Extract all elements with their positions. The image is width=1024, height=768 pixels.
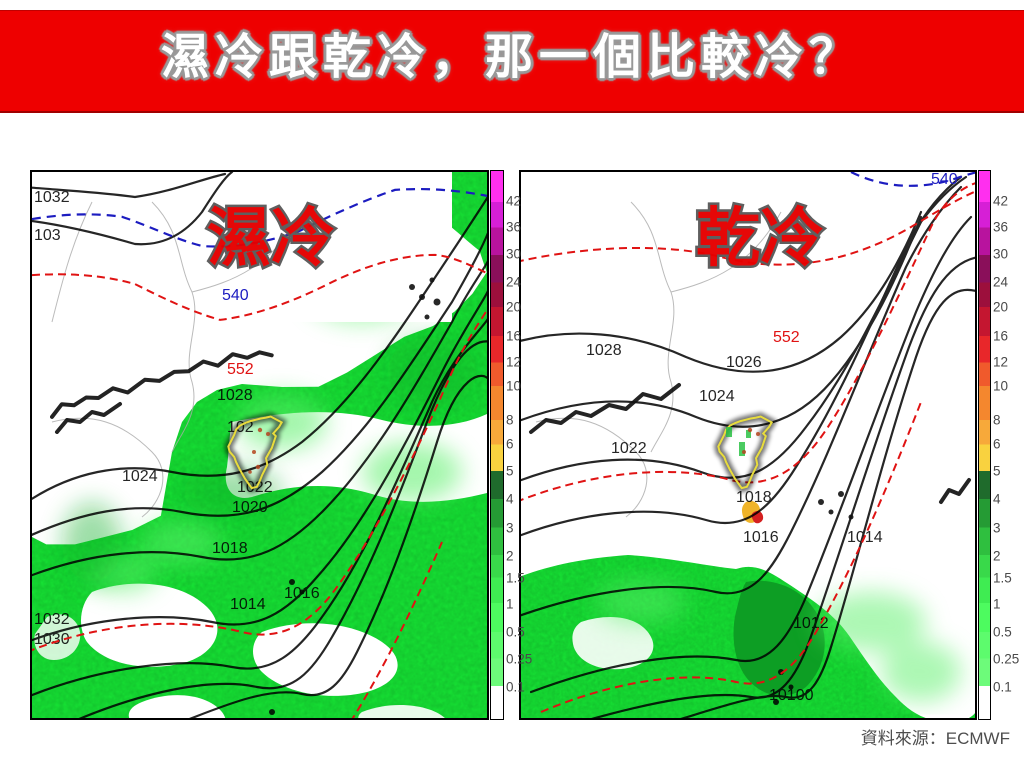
- svg-text:552: 552: [227, 361, 254, 378]
- svg-text:1018: 1018: [212, 540, 248, 557]
- svg-text:1024: 1024: [699, 388, 735, 405]
- svg-text:1032: 1032: [34, 611, 70, 628]
- svg-text:1026: 1026: [726, 354, 762, 371]
- svg-text:540: 540: [931, 172, 958, 188]
- svg-text:乾冷: 乾冷: [696, 202, 824, 274]
- svg-text:1022: 1022: [611, 440, 647, 457]
- svg-text:540: 540: [222, 287, 249, 304]
- svg-text:1014: 1014: [230, 596, 266, 613]
- svg-text:濕冷: 濕冷: [207, 202, 335, 274]
- svg-text:1028: 1028: [217, 387, 253, 404]
- svg-text:1024: 1024: [122, 468, 158, 485]
- svg-text:1016: 1016: [743, 529, 779, 546]
- svg-text:103: 103: [34, 227, 61, 244]
- svg-text:1032: 1032: [34, 189, 70, 206]
- svg-text:1020: 1020: [232, 499, 268, 516]
- svg-text:552: 552: [773, 329, 800, 346]
- svg-text:1028: 1028: [586, 342, 622, 359]
